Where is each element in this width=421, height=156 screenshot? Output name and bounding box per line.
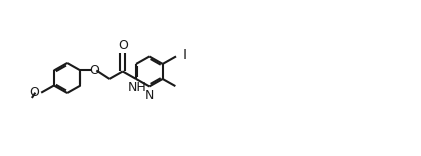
Text: N: N	[145, 89, 154, 102]
Text: I: I	[182, 48, 186, 62]
Text: O: O	[118, 39, 128, 52]
Text: O: O	[29, 86, 39, 99]
Text: NH: NH	[128, 81, 147, 94]
Text: O: O	[89, 64, 99, 77]
